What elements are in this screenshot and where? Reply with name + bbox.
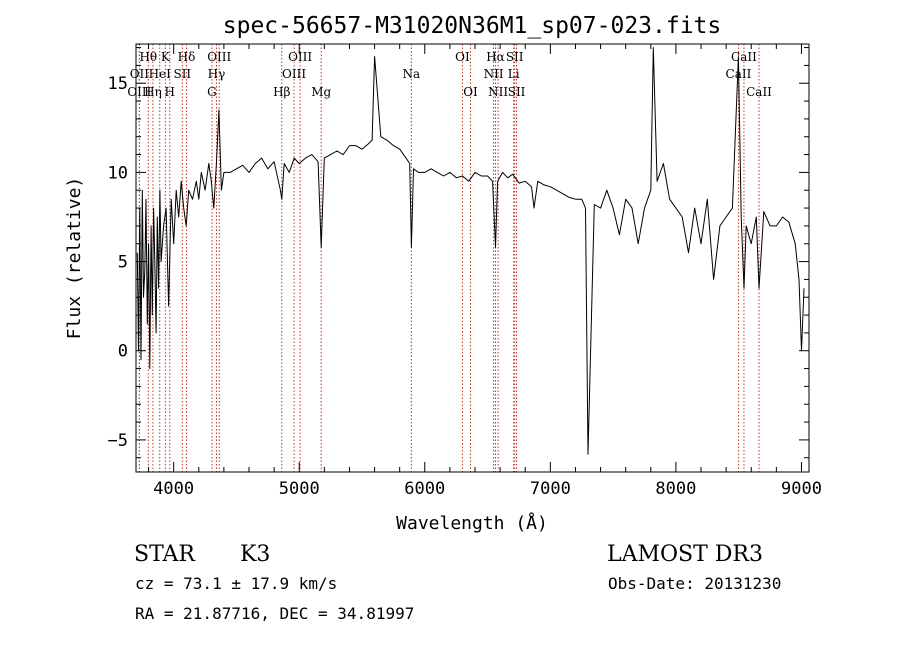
- plot-frame: [135, 43, 810, 473]
- line-marker-label: Hγ: [208, 67, 226, 81]
- y-axis-ticks: −5 0 5 10 15: [108, 47, 809, 459]
- line-marker-label: G: [207, 85, 217, 99]
- line-marker-label: CaII: [731, 50, 757, 64]
- line-marker-label: OI: [463, 85, 478, 99]
- x-tick-label: 6000: [404, 479, 445, 499]
- line-marker-label: Hβ: [273, 85, 290, 99]
- line-marker-label: Hα: [486, 50, 505, 64]
- line-markers: [138, 44, 760, 472]
- line-marker-label: OIII: [282, 67, 306, 81]
- line-marker-label: SII: [173, 67, 191, 81]
- line-marker-label: K: [161, 50, 171, 64]
- line-marker-label: Hθ: [139, 50, 157, 64]
- line-marker-label: NII: [484, 67, 504, 81]
- line-marker-label: Li: [508, 67, 520, 81]
- y-axis-label: Flux (relative): [64, 177, 85, 340]
- x-tick-label: 9000: [781, 479, 822, 499]
- x-axis-ticks: 4000 5000 6000 7000 8000 9000: [148, 44, 822, 499]
- line-marker-label: H: [165, 85, 175, 99]
- line-marker-label: OII: [130, 67, 150, 81]
- line-marker-label: OIII: [288, 50, 312, 64]
- y-tick-label: 0: [118, 342, 128, 362]
- chart-title: spec-56657-M31020N36M1_sp07-023.fits: [223, 13, 722, 39]
- line-marker-label: HeI: [149, 67, 172, 81]
- y-tick-label: −5: [108, 431, 128, 451]
- line-marker-label: Hδ: [178, 50, 196, 64]
- line-marker-label: OI: [455, 50, 470, 64]
- line-marker-label: SII: [506, 50, 524, 64]
- line-marker-label: Mg: [311, 85, 331, 99]
- line-marker-label: NII: [488, 85, 508, 99]
- spectrum-series-line: [136, 47, 805, 455]
- line-marker-label: OIII: [207, 50, 231, 64]
- x-tick-label: 4000: [153, 479, 194, 499]
- x-axis-label: Wavelength (Å): [396, 512, 548, 534]
- line-marker-label: CaII: [746, 85, 772, 99]
- line-marker-label: OIII: [127, 85, 151, 99]
- line-marker-label: Na: [403, 67, 421, 81]
- y-tick-label: 5: [118, 253, 128, 273]
- x-tick-label: 7000: [530, 479, 571, 499]
- coordinates-text: RA = 21.87716, DEC = 34.81997: [135, 604, 414, 623]
- obs-date-text: Obs-Date: 20131230: [608, 574, 781, 593]
- y-tick-label: 10: [108, 163, 128, 183]
- line-marker-labels: Hθ OII OIII K HeI Hη SII H Hδ OIII Hγ G Hβ OIII OIII Mg…: [127, 50, 772, 99]
- x-tick-label: 5000: [279, 479, 320, 499]
- line-marker-label: SII: [508, 85, 526, 99]
- redshift-text: cz = 73.1 ± 17.9 km/s: [135, 574, 337, 593]
- survey-label: LAMOST DR3: [607, 542, 763, 567]
- line-marker-label: Hη: [144, 85, 162, 99]
- x-tick-label: 8000: [655, 479, 696, 499]
- y-tick-label: 15: [108, 74, 128, 94]
- object-subclass: K3: [240, 542, 270, 567]
- object-class: STAR: [134, 542, 196, 567]
